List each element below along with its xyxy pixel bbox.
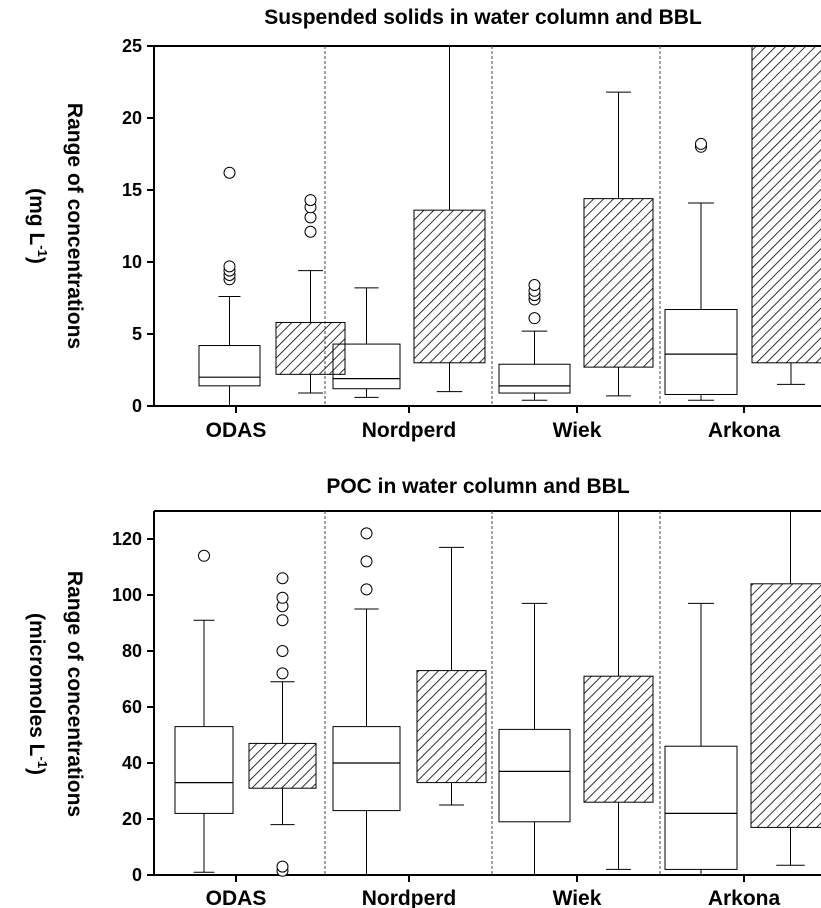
- box-iqr: [332, 726, 401, 812]
- outlier-point: [304, 225, 317, 238]
- x-category-label: Nordperd: [362, 419, 457, 442]
- x-category-label: ODAS: [206, 887, 267, 908]
- y-tick-label: 0: [132, 865, 142, 885]
- x-category-label: Wiek: [553, 887, 602, 908]
- outlier-point: [276, 667, 289, 680]
- outlier-point: [276, 614, 289, 627]
- outlier-point: [276, 645, 289, 657]
- outlier-point: [304, 194, 317, 207]
- y-tick-label: 120: [112, 529, 142, 549]
- y-tick-label: 25: [122, 36, 142, 56]
- x-category-label: ODAS: [206, 419, 267, 442]
- hatched-box: [248, 572, 317, 877]
- open-box: [498, 279, 571, 401]
- open-box: [174, 549, 234, 873]
- y-axis-label-2-line2: (micromoles L-1): [25, 613, 50, 775]
- outlier-point: [528, 279, 541, 292]
- outlier-point: [304, 211, 317, 224]
- y-tick-label: 40: [122, 753, 142, 773]
- y-axis-label-1-line2: (mg L-1): [25, 188, 50, 264]
- hatched-box: [275, 194, 346, 394]
- y-tick-label: 20: [122, 809, 142, 829]
- panel-suspended-solids: Suspended solids in water column and BBL…: [25, 6, 821, 442]
- outlier-point: [360, 527, 373, 540]
- hatched-box: [750, 511, 821, 866]
- open-box: [664, 137, 738, 401]
- outlier-point: [223, 260, 236, 273]
- hatched-box: [751, 45, 821, 385]
- box-iqr: [275, 321, 346, 375]
- y-axis-label-1-line1: Range of concentrations: [63, 103, 86, 349]
- box-iqr: [664, 745, 738, 870]
- box-iqr: [751, 45, 821, 364]
- y-tick-label: 60: [122, 697, 142, 717]
- box-iqr: [174, 726, 234, 814]
- outlier-point: [695, 137, 707, 150]
- y-axis-label-2-line1: Range of concentrations: [63, 571, 86, 817]
- hatched-box: [583, 511, 654, 870]
- box-iqr: [416, 670, 487, 784]
- open-box: [664, 602, 738, 875]
- outlier-point: [528, 312, 541, 325]
- box-iqr: [248, 742, 317, 789]
- outlier-point: [360, 583, 373, 596]
- y-tick-label: 0: [132, 396, 142, 416]
- box-iqr: [498, 363, 571, 394]
- box-iqr: [198, 345, 261, 387]
- outlier-point: [223, 166, 236, 179]
- hatched-box: [413, 46, 486, 393]
- chart-title-1: Suspended solids in water column and BBL: [264, 6, 702, 29]
- hatched-box: [416, 546, 487, 806]
- box-iqr: [750, 583, 821, 828]
- box-iqr: [498, 728, 571, 823]
- plot-area-2: 0 20 40 60 80 100 120 ODAS Nordperd Wiek Arkona: [112, 510, 821, 908]
- outlier-point: [276, 591, 289, 604]
- y-tick-label: 100: [112, 585, 142, 605]
- open-box: [332, 527, 401, 875]
- x-category-label: Arkona: [708, 419, 781, 442]
- box-iqr: [583, 675, 654, 803]
- hatched-box: [583, 91, 654, 397]
- outlier-point: [276, 572, 289, 585]
- x-category-label: Wiek: [553, 419, 602, 442]
- x-category-label: Nordperd: [362, 887, 457, 908]
- box-iqr: [664, 309, 738, 395]
- panel-poc: POC in water column and BBL Range of con…: [25, 475, 821, 908]
- y-tick-label: 5: [132, 324, 142, 344]
- outlier-point: [198, 549, 210, 562]
- y-tick-label: 10: [122, 252, 142, 272]
- x-category-label: Arkona: [708, 887, 781, 908]
- outlier-point: [360, 555, 373, 568]
- y-tick-label: 20: [122, 108, 142, 128]
- open-box: [198, 166, 261, 406]
- plot-area-1: 0 5 10 15 20 25 ODAS Nordperd Wiek Arkona: [122, 36, 821, 442]
- box-iqr: [413, 209, 486, 364]
- box-iqr: [583, 198, 654, 368]
- open-box: [498, 602, 571, 875]
- chart-title-2: POC in water column and BBL: [326, 475, 630, 498]
- y-tick-label: 80: [122, 641, 142, 661]
- y-tick-label: 15: [122, 180, 142, 200]
- outlier-point: [276, 860, 289, 873]
